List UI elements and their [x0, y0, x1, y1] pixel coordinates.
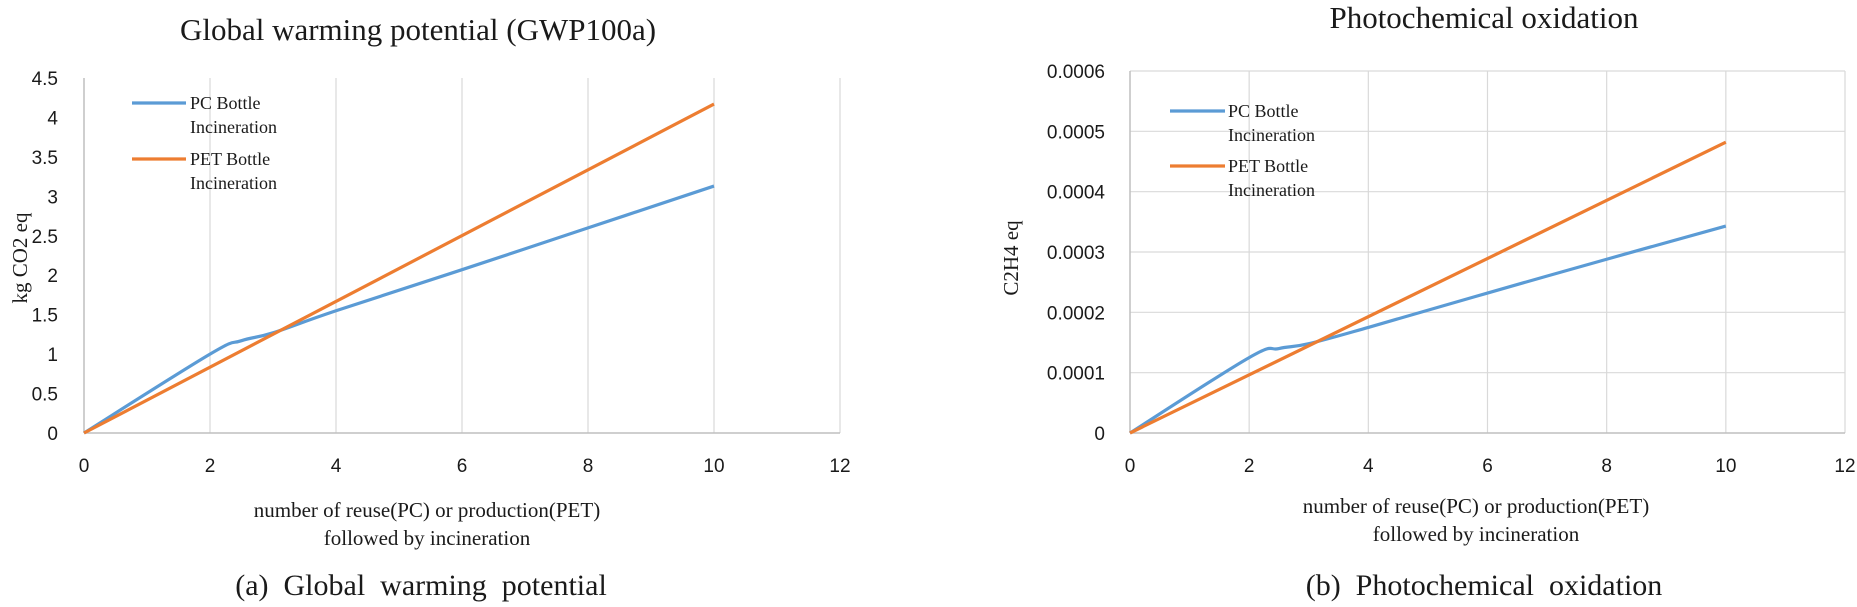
x-tick-label: 8 — [1601, 456, 1612, 477]
legend-label-pc: PC Bottle — [190, 93, 261, 113]
y-tick-label: 0.5 — [32, 385, 58, 406]
chart-title: Photochemical oxidation — [1329, 0, 1639, 35]
y-tick-label: 4.5 — [32, 69, 58, 90]
x-tick-label: 4 — [331, 456, 342, 477]
x-tick-label: 12 — [829, 456, 850, 477]
chart-photochemical: Photochemical oxidation 0 0.0001 0.0002 0.00… — [999, 0, 1856, 602]
y-axis-label: C2H4 eq — [999, 220, 1023, 296]
y-tick-label: 3 — [47, 187, 58, 208]
legend-label-pc: PC Bottle — [1228, 101, 1299, 121]
x-tick-label: 2 — [205, 456, 216, 477]
x-tick-label: 12 — [1834, 456, 1855, 477]
y-tick-label: 3.5 — [32, 148, 58, 169]
legend-label-pc: Incineration — [190, 117, 277, 137]
legend-label-pet: Incineration — [1228, 180, 1315, 200]
y-tick-label: 0.0004 — [1047, 183, 1106, 204]
x-tick-label: 10 — [703, 456, 724, 477]
y-tick-label: 0.0002 — [1047, 303, 1105, 324]
series-line-pc — [83, 184, 715, 435]
legend-label-pet: PET Bottle — [190, 149, 270, 169]
y-tick-label: 1.5 — [32, 306, 58, 327]
chart-gwp: Global warming potential (GWP100a) 0 0.5 1 1… — [8, 12, 851, 602]
x-tick-label: 6 — [457, 456, 468, 477]
x-tick-label: 0 — [79, 456, 90, 477]
series-line-pc — [1129, 224, 1727, 435]
legend-label-pet: PET Bottle — [1228, 156, 1308, 176]
x-tick-label: 0 — [1125, 456, 1136, 477]
figure-caption: (b) Photochemical oxidation — [1306, 569, 1663, 602]
y-tick-label: 2 — [47, 266, 58, 287]
y-tick-label: 0.0003 — [1047, 243, 1105, 264]
y-tick-label: 0.0005 — [1047, 122, 1105, 143]
x-axis-label-line1: number of reuse(PC) or production(PET) — [1303, 494, 1649, 518]
series-line-pet — [1129, 140, 1727, 435]
y-tick-label: 0 — [1094, 424, 1105, 445]
x-axis-label-line2: followed by incineration — [324, 526, 531, 550]
y-tick-label: 4 — [47, 108, 58, 129]
x-tick-label: 10 — [1715, 456, 1736, 477]
legend-label-pc: Incineration — [1228, 125, 1315, 145]
y-tick-label: 0.0001 — [1047, 364, 1105, 385]
y-tick-label: 1 — [47, 345, 58, 366]
y-axis-label: kg CO2 eq — [8, 212, 32, 303]
legend-label-pet: Incineration — [190, 173, 277, 193]
x-tick-label: 4 — [1363, 456, 1374, 477]
x-tick-label: 2 — [1244, 456, 1255, 477]
x-axis-label-line1: number of reuse(PC) or production(PET) — [254, 498, 600, 522]
x-axis-label-line2: followed by incineration — [1373, 522, 1580, 546]
x-tick-label: 6 — [1482, 456, 1493, 477]
y-tick-label: 2.5 — [32, 227, 58, 248]
y-tick-label: 0.0006 — [1047, 62, 1105, 83]
y-tick-label: 0 — [47, 424, 58, 445]
chart-title: Global warming potential (GWP100a) — [180, 12, 656, 47]
x-tick-label: 8 — [583, 456, 594, 477]
figure-caption: (a) Global warming potential — [235, 569, 607, 602]
series-line-pet — [83, 102, 715, 435]
